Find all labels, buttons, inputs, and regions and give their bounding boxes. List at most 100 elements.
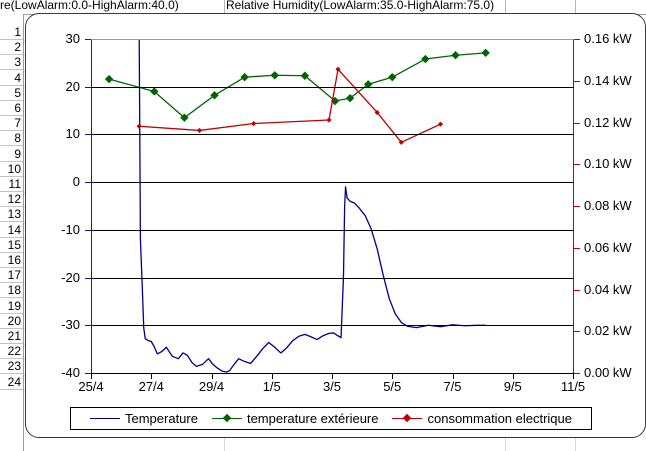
row-header-cell[interactable]: 24: [0, 374, 23, 390]
left-axis-tick-label: 0: [72, 174, 80, 190]
data-point-marker: [180, 113, 189, 122]
row-header-cell[interactable]: 16: [0, 253, 23, 268]
x-axis-tick: [151, 374, 153, 379]
legend-key-icon: [392, 413, 423, 424]
series-consommation-electrique: [136, 66, 444, 145]
x-axis-tick-label: 7/5: [443, 379, 462, 394]
legend-item[interactable]: temperature extérieure: [211, 411, 379, 426]
right-value-axis: [573, 39, 574, 374]
left-axis-tick: [85, 277, 91, 279]
left-axis-tick: [85, 373, 91, 374]
x-axis-tick-label: 5/5: [383, 379, 402, 394]
row-header-cell[interactable]: 5: [0, 85, 23, 101]
left-axis-tick-label: -10: [61, 221, 80, 237]
x-axis-tick: [573, 374, 574, 379]
x-axis-tick: [332, 374, 333, 379]
left-axis-tick: [85, 39, 91, 40]
column-header-relative-humidity[interactable]: Relative Humidity(LowAlarm:35.0-HighAlar…: [226, 0, 495, 12]
left-axis-tick-label: 30: [65, 31, 80, 46]
row-header-cell[interactable]: 23: [0, 359, 23, 375]
right-axis-tick: [574, 164, 580, 166]
row-header-cell[interactable]: 8: [0, 131, 23, 147]
x-axis-tick: [452, 374, 454, 379]
legend-label: Temperature: [124, 411, 198, 426]
row-header-cell[interactable]: 4: [0, 70, 23, 86]
horizontal-gridline: [91, 39, 574, 40]
right-axis-tick: [574, 80, 580, 82]
data-point-marker: [150, 87, 159, 96]
row-header-cell[interactable]: 22: [0, 344, 23, 360]
series-line: [138, 39, 486, 373]
row-header-cell[interactable]: 2: [0, 40, 23, 56]
legend-key-icon: [211, 413, 242, 424]
row-header-cell[interactable]: 11: [0, 177, 23, 192]
row-header-cell[interactable]: 19: [0, 298, 23, 314]
data-point-marker: [104, 74, 114, 84]
row-header-cell[interactable]: 3: [0, 55, 23, 71]
row-header-cell[interactable]: 10: [0, 161, 23, 177]
chart-legend: Temperature temperature extérieure consomm…: [70, 407, 592, 430]
data-point-marker: [363, 80, 373, 89]
x-axis-tick-label: 25/4: [78, 379, 104, 394]
left-axis-tick-label: -40: [61, 365, 80, 380]
row-header-cell[interactable]: 13: [0, 207, 23, 223]
data-point-marker: [437, 121, 444, 127]
data-point-marker: [421, 54, 430, 64]
plot-area: [91, 39, 573, 373]
row-header-cell[interactable]: 7: [0, 116, 23, 132]
right-axis-tick-label: 0.02 kW: [584, 323, 632, 339]
right-axis-tick-label: 0.16 kW: [584, 31, 632, 46]
right-axis-tick-label: 0.14 kW: [584, 72, 632, 88]
row-header-cell[interactable]: 20: [0, 313, 23, 329]
right-axis-tick-label: 0.12 kW: [584, 114, 632, 130]
left-axis-tick-label: -20: [61, 269, 80, 285]
data-point-marker: [388, 72, 397, 82]
left-axis-tick-label: 10: [65, 126, 80, 142]
left-axis-tick: [85, 325, 91, 327]
left-axis-tick-label: -30: [61, 317, 80, 333]
spreadsheet-row-gutter: 1 2 3 4 5 6 7 8 9 10 11 12 13 14 15 16 17 18 19 20 21 22 23 24: [0, 14, 24, 451]
data-point-marker: [300, 71, 310, 80]
x-axis-tick: [91, 374, 92, 379]
right-axis-tick: [574, 373, 580, 374]
horizontal-gridline: [91, 86, 574, 88]
data-point-marker: [374, 109, 380, 116]
row-header-cell[interactable]: 9: [0, 146, 23, 162]
legend-label: temperature extérieure: [246, 411, 379, 426]
row-header-cell[interactable]: 18: [0, 283, 23, 299]
series-layer: [104, 39, 490, 373]
data-point-marker: [251, 120, 257, 127]
right-axis-tick: [574, 247, 580, 249]
right-axis-tick: [574, 289, 580, 291]
left-axis-tick: [85, 229, 91, 231]
left-axis-tick: [85, 182, 91, 184]
row-header-cell[interactable]: 21: [0, 329, 23, 344]
right-axis-tick: [574, 122, 580, 124]
right-axis-tick-label: 0.04 kW: [584, 281, 632, 297]
x-axis-tick: [392, 374, 394, 379]
row-header-cell[interactable]: 1: [0, 25, 23, 40]
row-header-cell[interactable]: 12: [0, 192, 23, 208]
row-header-cell[interactable]: 15: [0, 237, 23, 253]
left-axis-tick: [85, 86, 91, 88]
left-axis-tick-label: 20: [65, 78, 80, 94]
horizontal-gridline: [91, 229, 574, 231]
data-point-marker: [210, 91, 219, 100]
row-header-cell[interactable]: 6: [0, 101, 23, 116]
chart-object[interactable]: Temperature temperature extérieure consomm…: [25, 13, 646, 438]
horizontal-gridline: [91, 325, 574, 327]
data-point-marker: [451, 51, 460, 60]
column-header-temperature[interactable]: ture(LowAlarm:0.0-HighAlarm:40.0): [0, 0, 179, 12]
x-axis-tick: [271, 374, 273, 379]
row-header-cell[interactable]: 17: [0, 268, 23, 284]
legend-item[interactable]: Temperature: [89, 411, 198, 426]
left-value-axis: [91, 39, 92, 374]
legend-item[interactable]: consommation electrique: [392, 411, 572, 426]
x-axis-tick-label: 29/4: [198, 379, 225, 394]
x-axis-tick: [512, 374, 514, 379]
row-header-cell[interactable]: 14: [0, 222, 23, 238]
data-point-marker: [481, 48, 490, 58]
horizontal-gridline: [91, 373, 574, 374]
data-point-marker: [136, 123, 142, 129]
